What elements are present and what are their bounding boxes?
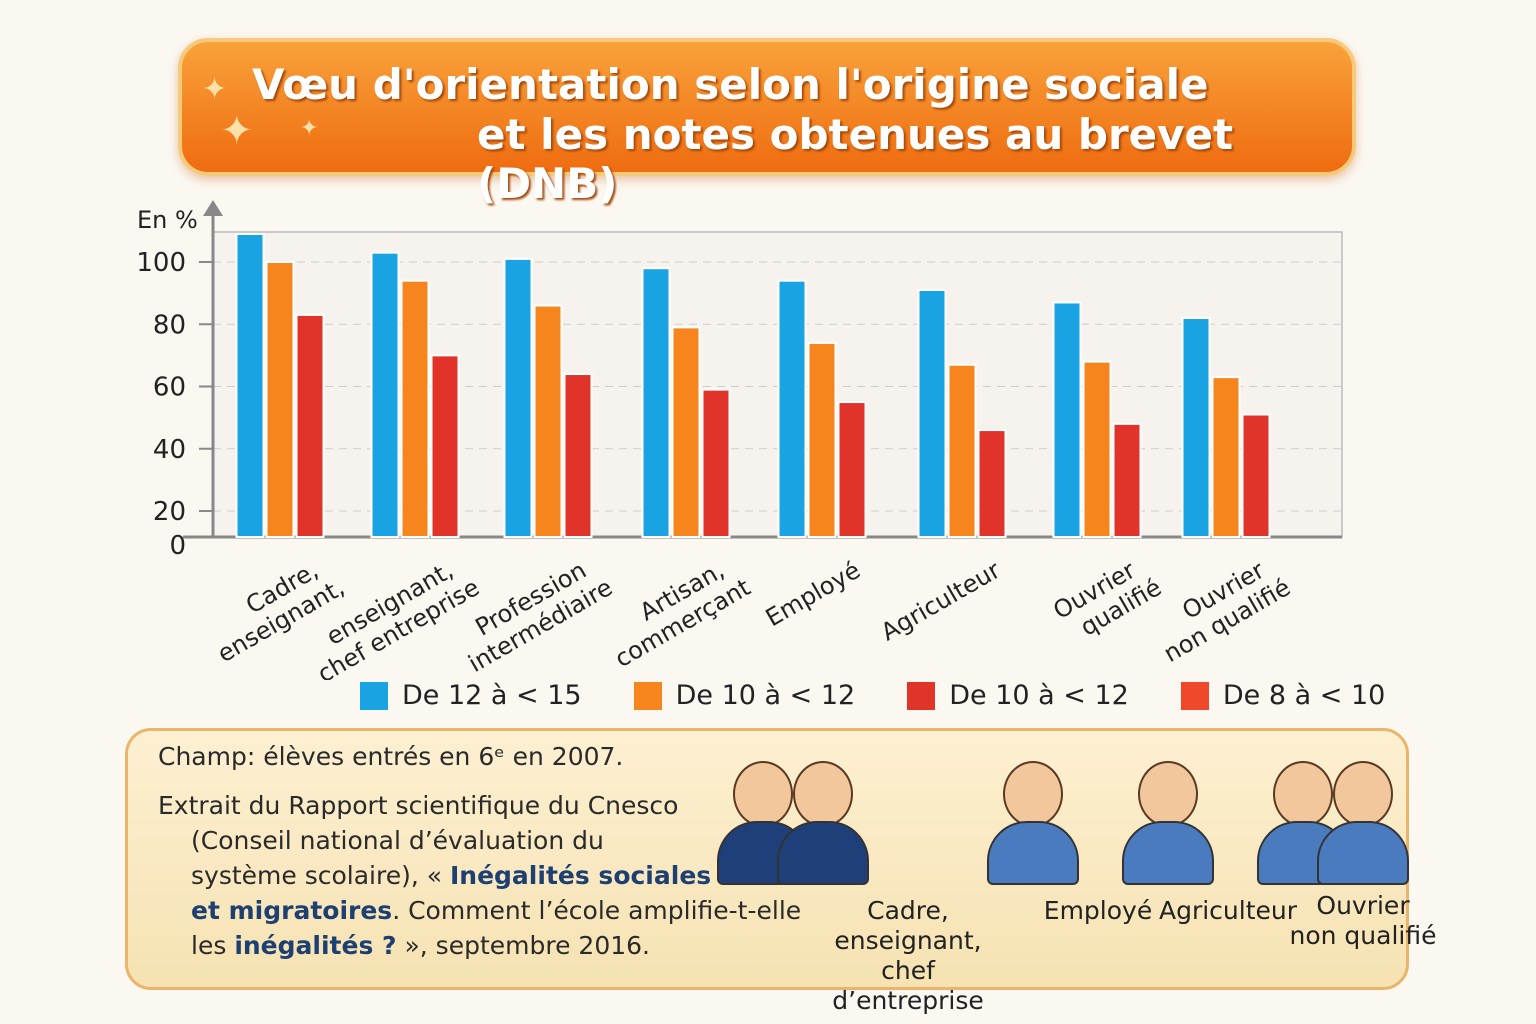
legend-label: De 8 à < 10: [1222, 680, 1386, 711]
source-note: Champ: élèves entrés en 6ᵉ en 2007. Extr…: [125, 728, 1437, 1015]
bar: [777, 279, 807, 538]
bar: [400, 279, 430, 538]
y-tick-label: 80: [153, 310, 186, 340]
bar: [1181, 317, 1211, 538]
bar: [1112, 422, 1142, 539]
bar: [295, 313, 325, 538]
sparkle-icon: ✦: [220, 108, 254, 154]
person-illustration: [713, 741, 869, 885]
person-label: Employé: [1043, 896, 1153, 925]
person-illustration: [983, 741, 1083, 885]
legend-swatch: [633, 681, 662, 710]
sparkle-icon: ✦: [300, 116, 319, 141]
bar: [671, 326, 701, 538]
title-line-2: et les notes obtenues au brevet (DNB): [477, 110, 1234, 208]
y-axis-arrow-icon: [203, 200, 223, 216]
legend-label: De 10 à < 12: [949, 680, 1129, 711]
source-text: système scolaire), «: [191, 861, 450, 890]
sparkle-icon: ✦: [202, 72, 228, 107]
source-text: », septembre 2016.: [396, 931, 650, 960]
bar: [370, 251, 400, 538]
x-tick-label: Ouvrierqualifié: [1049, 549, 1167, 649]
bar: [1052, 301, 1082, 538]
bar: [1211, 376, 1241, 538]
person-label: Cadre, enseignant, chef d’entreprise: [832, 896, 984, 1015]
person-illustration: [1118, 741, 1218, 885]
x-tick-label: Employé: [761, 556, 865, 632]
legend-item: De 8 à < 10: [1180, 680, 1386, 711]
bar-chart: 0 20 40 60 80 100 En % Cadre,enseignant,enseign…: [136, 200, 1343, 680]
x-tick-label: Agriculteur: [876, 556, 1005, 647]
x-tick-label: Professionintermédiaire: [450, 549, 617, 678]
field-note: Champ: élèves entrés en 6ᵉ en 2007.: [158, 742, 624, 771]
bar: [235, 232, 265, 539]
y-tick-label: 0: [169, 531, 186, 561]
source-line: (Conseil national d’évaluation du: [191, 826, 604, 855]
person-illustration: [1253, 741, 1409, 885]
title-banner: ✦ ✦ ✦ Vœu d'orientation selon l'origine …: [178, 38, 1356, 208]
legend-item: De 10 à < 12: [633, 680, 856, 711]
bar: [430, 354, 460, 538]
y-tick-label: 100: [136, 248, 186, 278]
bar: [701, 388, 731, 538]
bar: [503, 257, 533, 538]
x-tick-label: Artisan,commerçant: [596, 549, 755, 673]
bar: [1241, 413, 1271, 539]
legend-label: De 12 à < 15: [402, 680, 582, 711]
legend-item: De 10 à < 12: [907, 680, 1129, 711]
legend-label: De 10 à < 12: [675, 680, 856, 711]
legend-swatch: [1180, 681, 1209, 710]
legend: De 12 à < 15 De 10 à < 12 De 10 à < 12 De 8…: [360, 680, 1385, 711]
x-tick-label: Ouvriernon qualifié: [1145, 549, 1295, 668]
bar: [641, 267, 671, 538]
source-text: les: [191, 931, 235, 960]
source-text: . Comment l’école amplifie-t-elle: [392, 896, 802, 925]
bar: [837, 401, 867, 538]
x-tick-label: Cadre,enseignant,: [199, 549, 349, 668]
bar: [917, 289, 947, 539]
y-tick-label: 60: [153, 373, 186, 403]
y-tick-label: 40: [153, 435, 186, 465]
x-tick-label: enseignant,chef entreprise: [299, 549, 484, 680]
bar: [1082, 360, 1112, 538]
source-bold: et migratoires: [191, 896, 393, 925]
bar: [807, 341, 837, 538]
bar: [265, 261, 295, 538]
source-line: Extrait du Rapport scientifique du Cnesc…: [158, 791, 679, 820]
legend-item: De 12 à < 15: [360, 680, 582, 711]
y-tick-label: 20: [153, 497, 186, 527]
bar: [977, 429, 1007, 539]
bar: [563, 373, 593, 538]
source-bold: Inégalités sociales: [449, 861, 712, 890]
bar: [947, 363, 977, 538]
bar: [533, 304, 563, 539]
person-label: Ouvrier non qualifié: [1289, 891, 1437, 950]
title-line-1: Vœu d'orientation selon l'origine social…: [252, 60, 1209, 109]
y-axis-label: En %: [137, 206, 198, 234]
person-label: Agriculteur: [1158, 896, 1298, 925]
legend-swatch: [360, 681, 388, 710]
legend-swatch: [907, 681, 936, 710]
source-bold: inégalités ?: [234, 931, 397, 960]
